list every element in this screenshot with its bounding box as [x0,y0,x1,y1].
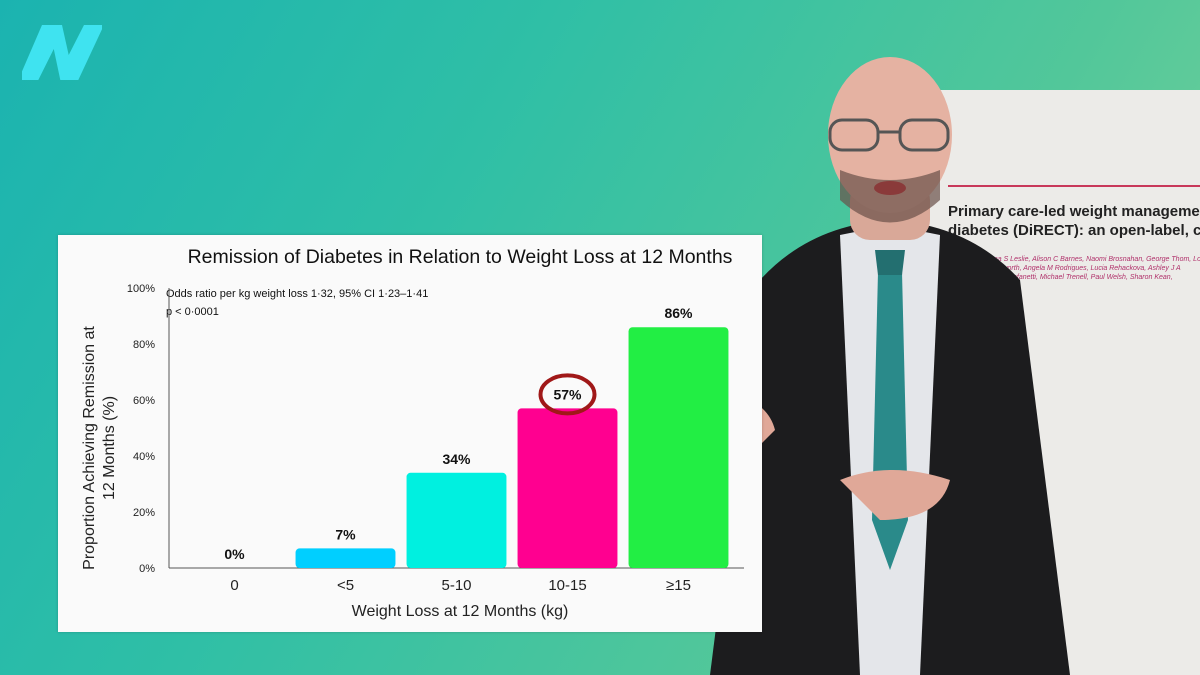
author-line: McIlvenna, Renae Stefanetti, Michael Tre… [948,274,1173,281]
bar-10-15 [517,408,618,568]
bar-≥15 [628,327,729,568]
x-axis-label: Weight Loss at 12 Months (kg) [352,603,569,620]
title-line: diabetes (DiRECT): an open-label, clust [948,222,1200,239]
article-authors: E J Lean*, Wilma S Leslie, Alison C Barn… [948,255,1200,282]
y-tick-label: 60% [133,395,155,407]
bar-<5 [295,548,396,568]
presenter [710,57,1070,675]
y-tick-label: 100% [127,283,155,295]
article-title: Primary care-led weight management diabe… [948,202,1200,240]
x-tick-label: ≥15 [666,577,691,594]
y-axis-label-line: Proportion Achieving Remission at [81,326,98,570]
data-label: 34% [442,451,471,467]
data-label: 7% [335,526,356,542]
y-axis-label-line: 12 Months (%) [101,396,118,500]
author-line: Kieren G Hollingsworth, Angela M Rodrigu… [948,265,1181,272]
y-tick-label: 40% [133,451,155,463]
x-tick-label: <5 [337,577,354,594]
data-label: 86% [664,305,693,321]
annotation-p-value: p < 0·0001 [166,306,219,318]
chart-panel: Remission of Diabetes in Relation to Wei… [58,235,762,632]
title-line: Primary care-led weight management [948,203,1200,220]
data-label: 0% [224,546,245,562]
data-label: 57% [553,386,582,402]
x-tick-label: 0 [230,577,238,594]
bar-5-10 [406,472,507,568]
author-line: E J Lean*, Wilma S Leslie, Alison C Barn… [948,256,1200,263]
y-tick-label: 20% [133,507,155,519]
x-tick-label: 10-15 [548,577,586,594]
highlight-circle [538,373,597,416]
chart-title: Remission of Diabetes in Relation to Wei… [188,246,733,268]
y-tick-label: 0% [139,563,155,575]
annotation-odds-ratio: Odds ratio per kg weight loss 1·32, 95% … [166,288,428,300]
x-tick-label: 5-10 [441,577,471,594]
y-tick-label: 80% [133,339,155,351]
bar-chart: Remission of Diabetes in Relation to Wei… [81,246,744,620]
logo-icon [22,25,102,80]
divider [948,185,1200,187]
